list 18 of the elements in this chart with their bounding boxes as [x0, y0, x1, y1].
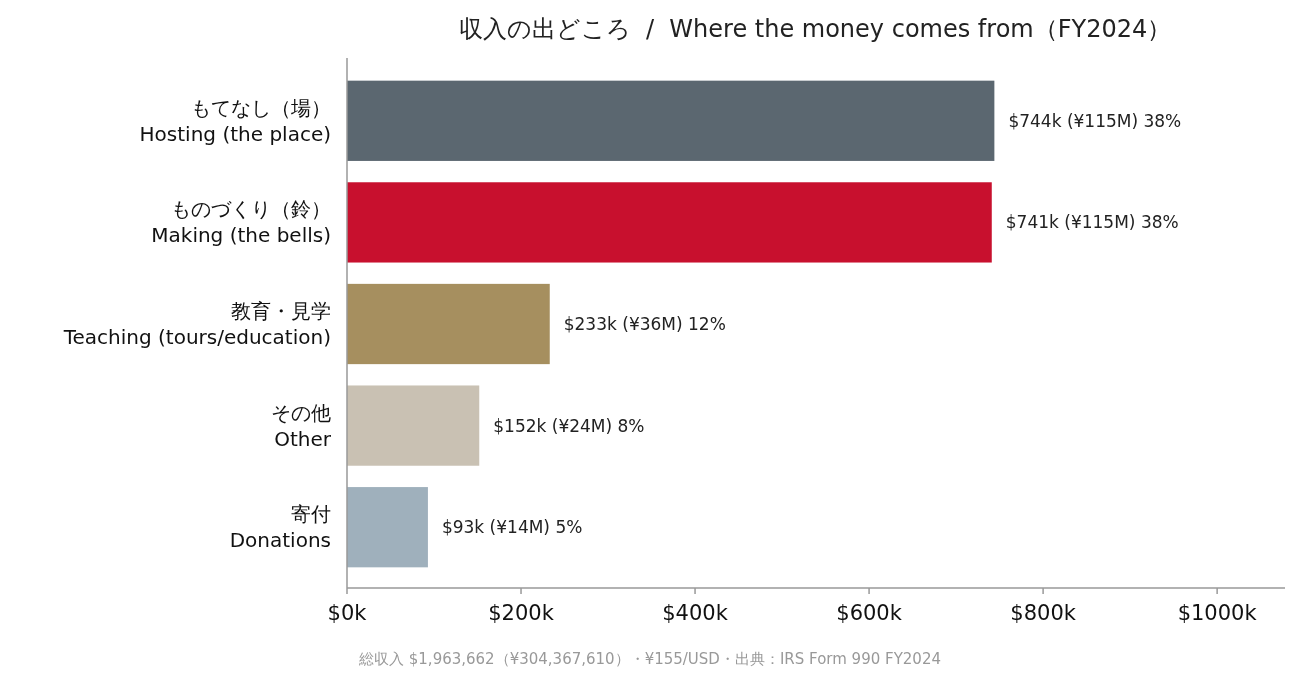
y-tick-label: 寄付 Donations — [229, 502, 331, 553]
data-label: $233k (¥36M) 12% — [563, 314, 726, 334]
x-tick-label: $400k — [662, 601, 729, 625]
y-tick-label: その他 Other — [271, 400, 332, 451]
x-tick-label: $600k — [836, 601, 903, 625]
text: 総収入 $1,963,662（¥304,367,610）・¥155/USD・出典：IRS Form 990 FY2024 — [358, 650, 941, 668]
data-label: $152k (¥24M) 8% — [493, 415, 645, 436]
data-label: $741k (¥115M) 38% — [1005, 212, 1179, 233]
y-tick-label: もてなし（場） Hosting (the place) — [139, 95, 331, 146]
chart-title: 収入の出どころ / Where the money comes from（FY2024） — [458, 15, 1172, 43]
x-tick-label: $0k — [327, 601, 368, 625]
x-tick-label: $800k — [1010, 601, 1077, 625]
data-label: $93k (¥14M) 5% — [441, 517, 583, 538]
data-label: $744k (¥115M) 38% — [1008, 110, 1182, 131]
x-tick-label: $200k — [488, 601, 555, 625]
y-tick-label: 教育・見学 Teaching (tours/education) — [62, 299, 331, 349]
y-tick-label: ものづくり（鈴） Making (the bells) — [151, 197, 331, 248]
x-tick-label: $1000k — [1177, 601, 1258, 625]
